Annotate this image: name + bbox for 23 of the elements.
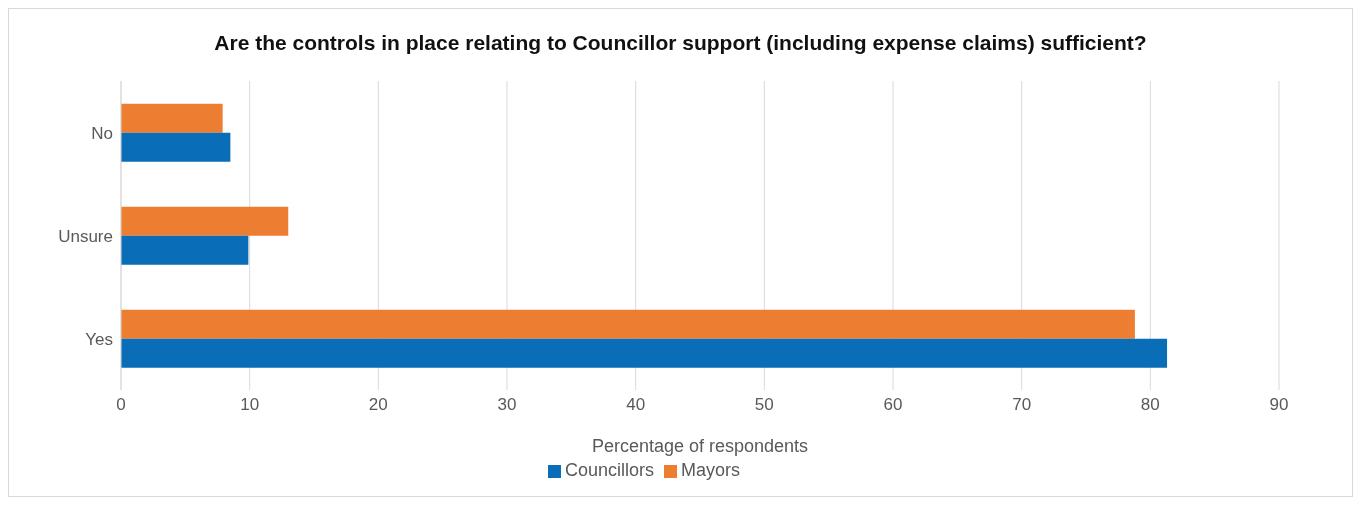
bar bbox=[121, 132, 231, 162]
bar bbox=[121, 103, 223, 133]
bar bbox=[121, 235, 249, 265]
x-tick-label: 90 bbox=[1269, 395, 1289, 415]
x-tick-label: 80 bbox=[1140, 395, 1160, 415]
y-tick-label: No bbox=[91, 123, 113, 143]
bar bbox=[121, 309, 1135, 339]
y-tick-label: Unsure bbox=[58, 226, 113, 246]
bar bbox=[121, 338, 1168, 368]
x-axis-title: Percentage of respondents bbox=[591, 436, 809, 456]
x-tick-label: 20 bbox=[368, 395, 388, 415]
legend-label: Mayors bbox=[681, 460, 741, 480]
y-tick-label: Yes bbox=[85, 329, 113, 349]
legend-label: Councillors bbox=[564, 460, 655, 480]
x-tick-label: 70 bbox=[1012, 395, 1032, 415]
x-tick-label: 0 bbox=[116, 395, 126, 415]
x-tick-label: 30 bbox=[497, 395, 517, 415]
x-tick-label: 40 bbox=[626, 395, 646, 415]
x-tick-label: 50 bbox=[754, 395, 774, 415]
bar bbox=[121, 206, 289, 236]
x-tick-label: 60 bbox=[883, 395, 903, 415]
chart-title: Are the controls in place relating to Councillor support (including expense claims) sufficient? bbox=[213, 30, 1148, 56]
x-tick-label: 10 bbox=[240, 395, 260, 415]
